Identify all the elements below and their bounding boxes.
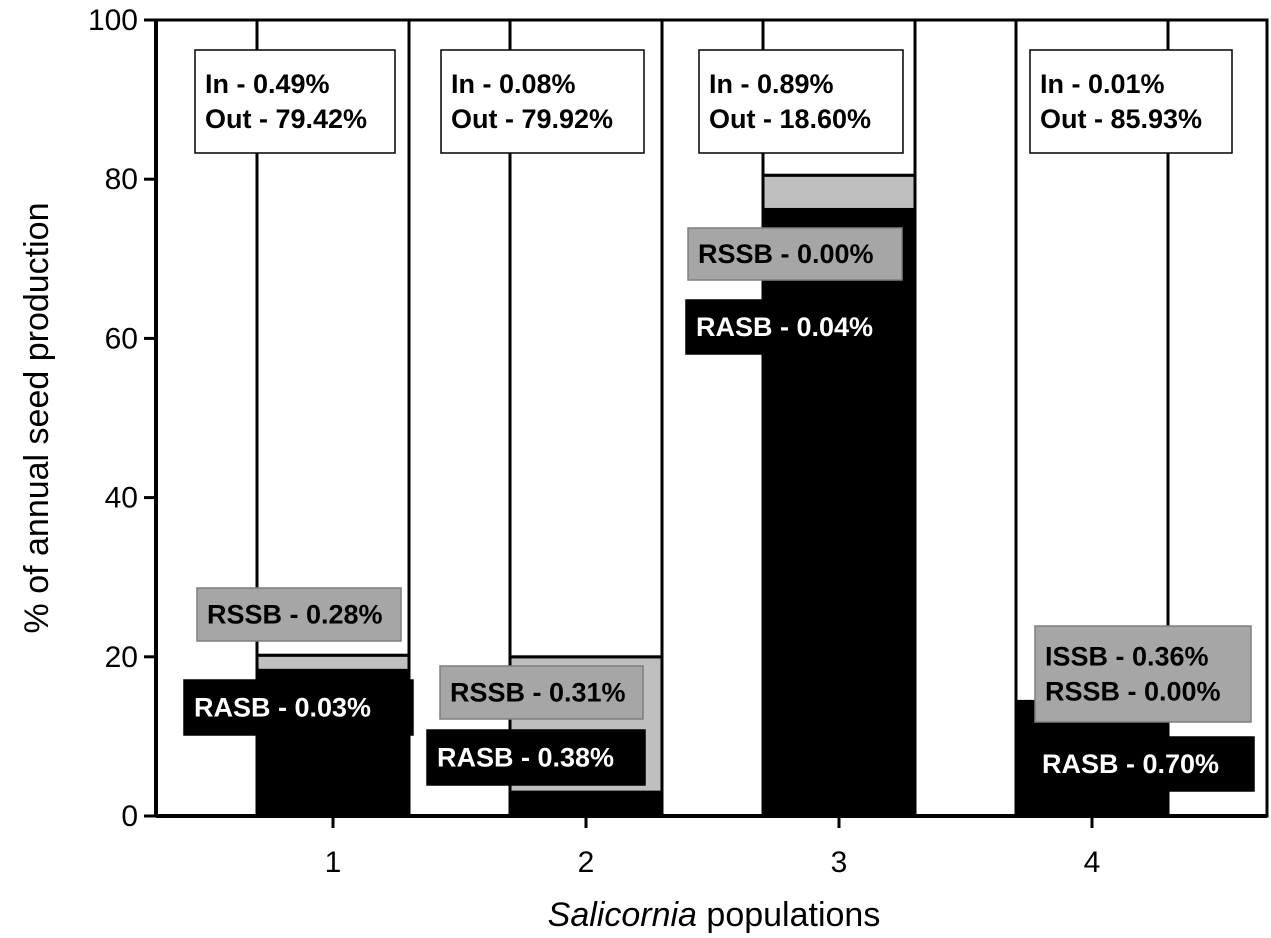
y-tick-label-80: 80 bbox=[105, 163, 138, 196]
annotation-text: In - 0.49% bbox=[205, 69, 330, 99]
annotation-text: Out - 18.60% bbox=[709, 104, 871, 134]
annotation-text: In - 0.08% bbox=[451, 69, 576, 99]
x-tick-label-4: 4 bbox=[1084, 846, 1101, 879]
annotation-4-black: RASB - 0.70% bbox=[1031, 736, 1255, 792]
y-tick-label-0: 0 bbox=[121, 800, 138, 833]
annotation-1-white: In - 0.49% Out - 79.42% bbox=[194, 49, 396, 154]
x-tick-label-2: 2 bbox=[578, 846, 595, 879]
annotation-text: ISSB - 0.36% bbox=[1045, 642, 1209, 672]
annotation-box bbox=[440, 49, 645, 154]
annotation-box bbox=[194, 49, 396, 154]
y-tick-label-100: 100 bbox=[88, 4, 138, 37]
annotation-1-gray: RSSB - 0.28% bbox=[196, 587, 402, 642]
annotation-2-black: RASB - 0.38% bbox=[426, 729, 646, 786]
annotation-box bbox=[183, 679, 414, 736]
annotation-text: RSSB - 0.28% bbox=[207, 600, 383, 630]
annotation-text: In - 0.01% bbox=[1040, 69, 1165, 99]
x-axis-title-rest: populations bbox=[697, 896, 880, 934]
annotation-text: Out - 85.93% bbox=[1040, 104, 1202, 134]
bar-segment-3-7 bbox=[761, 173, 917, 211]
annotation-3-black: RASB - 0.04% bbox=[685, 299, 916, 355]
annotation-3-white: In - 0.89% Out - 18.60% bbox=[698, 49, 904, 154]
axis-titles-layer: Salicornia populations % of annual seed … bbox=[18, 203, 880, 934]
annotation-box bbox=[1034, 625, 1252, 723]
annotation-box bbox=[1029, 49, 1233, 154]
y-tick-label-40: 40 bbox=[105, 482, 138, 515]
y-tick-label-60: 60 bbox=[105, 322, 138, 355]
annotation-2-gray: RSSB - 0.31% bbox=[439, 665, 644, 720]
annotation-box bbox=[426, 729, 646, 786]
y-tick-label-20: 20 bbox=[105, 641, 138, 674]
x-tick-label-3: 3 bbox=[831, 846, 848, 879]
annotation-text: RASB - 0.04% bbox=[696, 312, 873, 342]
annotation-text: In - 0.89% bbox=[709, 69, 834, 99]
axis-ticks-layer: 0 20 40 60 80 100 1 2 3 4 bbox=[88, 4, 1100, 879]
annotation-4-white: In - 0.01% Out - 85.93% bbox=[1029, 49, 1233, 154]
annotation-1-black: RASB - 0.03% bbox=[183, 679, 414, 736]
annotation-3-gray: RSSB - 0.00% bbox=[687, 227, 903, 281]
annotation-box bbox=[439, 665, 644, 720]
annotation-text: Out - 79.42% bbox=[205, 104, 367, 134]
annotation-text: RASB - 0.03% bbox=[194, 693, 371, 723]
annotation-text: RSSB - 0.00% bbox=[1045, 677, 1221, 707]
plot-frame-layer bbox=[154, 18, 1269, 818]
x-axis-title: Salicornia populations bbox=[548, 896, 881, 934]
annotation-text: Out - 79.92% bbox=[451, 104, 613, 134]
annotation-box bbox=[196, 587, 402, 642]
annotation-4-gray: ISSB - 0.36% RSSB - 0.00% bbox=[1034, 625, 1252, 723]
annotation-box bbox=[1031, 736, 1255, 792]
annotation-2-white: In - 0.08% Out - 79.92% bbox=[440, 49, 645, 154]
annotation-box bbox=[687, 227, 903, 281]
annotation-text: RSSB - 0.00% bbox=[698, 239, 874, 269]
bar-segment-1-1 bbox=[255, 653, 411, 672]
annotation-text: RASB - 0.38% bbox=[437, 743, 614, 773]
x-tick-label-1: 1 bbox=[325, 846, 342, 879]
annotation-box bbox=[698, 49, 904, 154]
annotation-text: RSSB - 0.31% bbox=[450, 678, 626, 708]
annotation-box bbox=[685, 299, 916, 355]
annotation-text: RASB - 0.70% bbox=[1042, 749, 1219, 779]
annotations-layer: In - 0.49% Out - 79.42% RSSB - 0.28% RASB -… bbox=[183, 49, 1255, 792]
x-axis-title-italic: Salicornia bbox=[548, 896, 697, 934]
y-axis-title: % of annual seed production bbox=[18, 203, 56, 634]
bar-segment-2-3 bbox=[508, 790, 664, 818]
